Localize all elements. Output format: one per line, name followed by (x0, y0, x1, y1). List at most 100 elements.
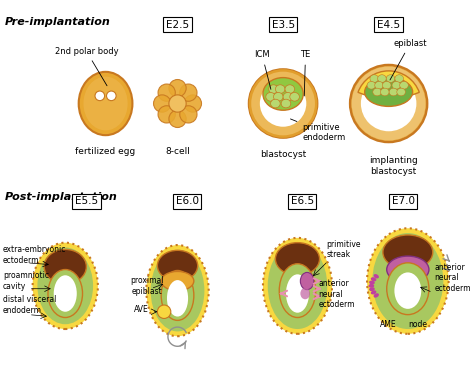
Ellipse shape (383, 82, 391, 89)
Ellipse shape (275, 85, 285, 94)
Ellipse shape (275, 243, 319, 275)
Ellipse shape (249, 70, 317, 137)
Ellipse shape (169, 95, 186, 112)
Text: E4.5: E4.5 (377, 20, 400, 30)
Ellipse shape (158, 106, 175, 123)
Text: E7.0: E7.0 (392, 196, 415, 206)
Ellipse shape (283, 92, 292, 101)
Ellipse shape (394, 272, 421, 309)
Ellipse shape (369, 287, 375, 291)
Text: E5.5: E5.5 (75, 196, 98, 206)
Ellipse shape (386, 274, 415, 303)
Text: 8-cell: 8-cell (165, 147, 190, 156)
Ellipse shape (169, 80, 186, 97)
Ellipse shape (375, 82, 383, 89)
Ellipse shape (371, 277, 376, 281)
Ellipse shape (373, 233, 443, 329)
Text: E6.5: E6.5 (291, 196, 314, 206)
Ellipse shape (290, 92, 300, 101)
Ellipse shape (350, 65, 427, 142)
Ellipse shape (44, 249, 86, 284)
Ellipse shape (373, 88, 382, 96)
Ellipse shape (273, 92, 283, 101)
Ellipse shape (301, 272, 314, 290)
Text: E6.0: E6.0 (176, 196, 199, 206)
Ellipse shape (157, 305, 171, 319)
Ellipse shape (369, 280, 375, 285)
Ellipse shape (389, 88, 398, 96)
Text: AVE: AVE (134, 305, 149, 314)
Ellipse shape (33, 243, 98, 329)
Text: 2nd polar body: 2nd polar body (55, 47, 118, 86)
Ellipse shape (184, 95, 201, 112)
Ellipse shape (158, 84, 175, 101)
Ellipse shape (157, 250, 198, 281)
Text: Post-implantation: Post-implantation (5, 192, 118, 202)
Ellipse shape (397, 88, 405, 96)
Text: ICM: ICM (254, 50, 271, 89)
Text: anterior
neural
ectoderm: anterior neural ectoderm (319, 279, 355, 309)
Text: blastocyst: blastocyst (260, 150, 306, 159)
Ellipse shape (374, 274, 379, 278)
Ellipse shape (269, 85, 278, 94)
Text: node: node (408, 320, 427, 329)
Ellipse shape (180, 106, 197, 123)
Ellipse shape (378, 75, 386, 82)
Text: epiblast: epiblast (390, 39, 427, 80)
Text: primitive
streak: primitive streak (326, 240, 361, 259)
Ellipse shape (95, 91, 105, 101)
Text: TE: TE (301, 50, 310, 96)
Text: E2.5: E2.5 (166, 20, 189, 30)
Ellipse shape (301, 288, 310, 299)
Ellipse shape (263, 238, 332, 334)
Ellipse shape (367, 82, 376, 89)
Text: proximal
epiblast: proximal epiblast (130, 276, 164, 295)
Text: anterior
neural
ectoderm: anterior neural ectoderm (435, 263, 471, 292)
Ellipse shape (268, 243, 327, 329)
Text: E3.5: E3.5 (272, 20, 295, 30)
Ellipse shape (107, 91, 116, 101)
Ellipse shape (48, 270, 82, 318)
Ellipse shape (387, 263, 429, 315)
Ellipse shape (161, 272, 194, 291)
Ellipse shape (285, 85, 295, 94)
Text: proamniotic
cavity: proamniotic cavity (3, 271, 49, 291)
Ellipse shape (356, 71, 421, 136)
Ellipse shape (151, 250, 204, 331)
Ellipse shape (392, 82, 401, 89)
Ellipse shape (83, 77, 128, 131)
Ellipse shape (371, 290, 376, 294)
Text: extra-embryonic
ectoderm: extra-embryonic ectoderm (3, 245, 66, 265)
Ellipse shape (395, 75, 403, 82)
Ellipse shape (37, 248, 93, 324)
Ellipse shape (383, 235, 433, 270)
Ellipse shape (167, 280, 188, 316)
Text: primitive
endoderm: primitive endoderm (291, 119, 346, 142)
Ellipse shape (154, 95, 171, 112)
Ellipse shape (279, 264, 316, 318)
Ellipse shape (180, 84, 197, 101)
Ellipse shape (386, 75, 395, 82)
Text: Pre-implantation: Pre-implantation (5, 17, 110, 27)
Text: distal visceral
endoderm: distal visceral endoderm (3, 295, 56, 315)
Ellipse shape (367, 228, 448, 334)
Ellipse shape (79, 72, 132, 135)
Ellipse shape (281, 99, 291, 108)
Ellipse shape (400, 82, 408, 89)
Ellipse shape (370, 75, 379, 82)
Ellipse shape (365, 77, 413, 106)
Text: AME: AME (380, 320, 397, 329)
Ellipse shape (169, 110, 186, 128)
Ellipse shape (266, 92, 275, 101)
Ellipse shape (161, 270, 194, 321)
Ellipse shape (381, 88, 389, 96)
Ellipse shape (368, 284, 374, 288)
Ellipse shape (271, 99, 280, 108)
Ellipse shape (374, 293, 379, 298)
Ellipse shape (54, 275, 77, 312)
Ellipse shape (146, 245, 209, 336)
Ellipse shape (254, 75, 312, 132)
Text: fertilized egg: fertilized egg (75, 147, 136, 156)
Wedge shape (358, 71, 419, 104)
Ellipse shape (263, 77, 303, 110)
